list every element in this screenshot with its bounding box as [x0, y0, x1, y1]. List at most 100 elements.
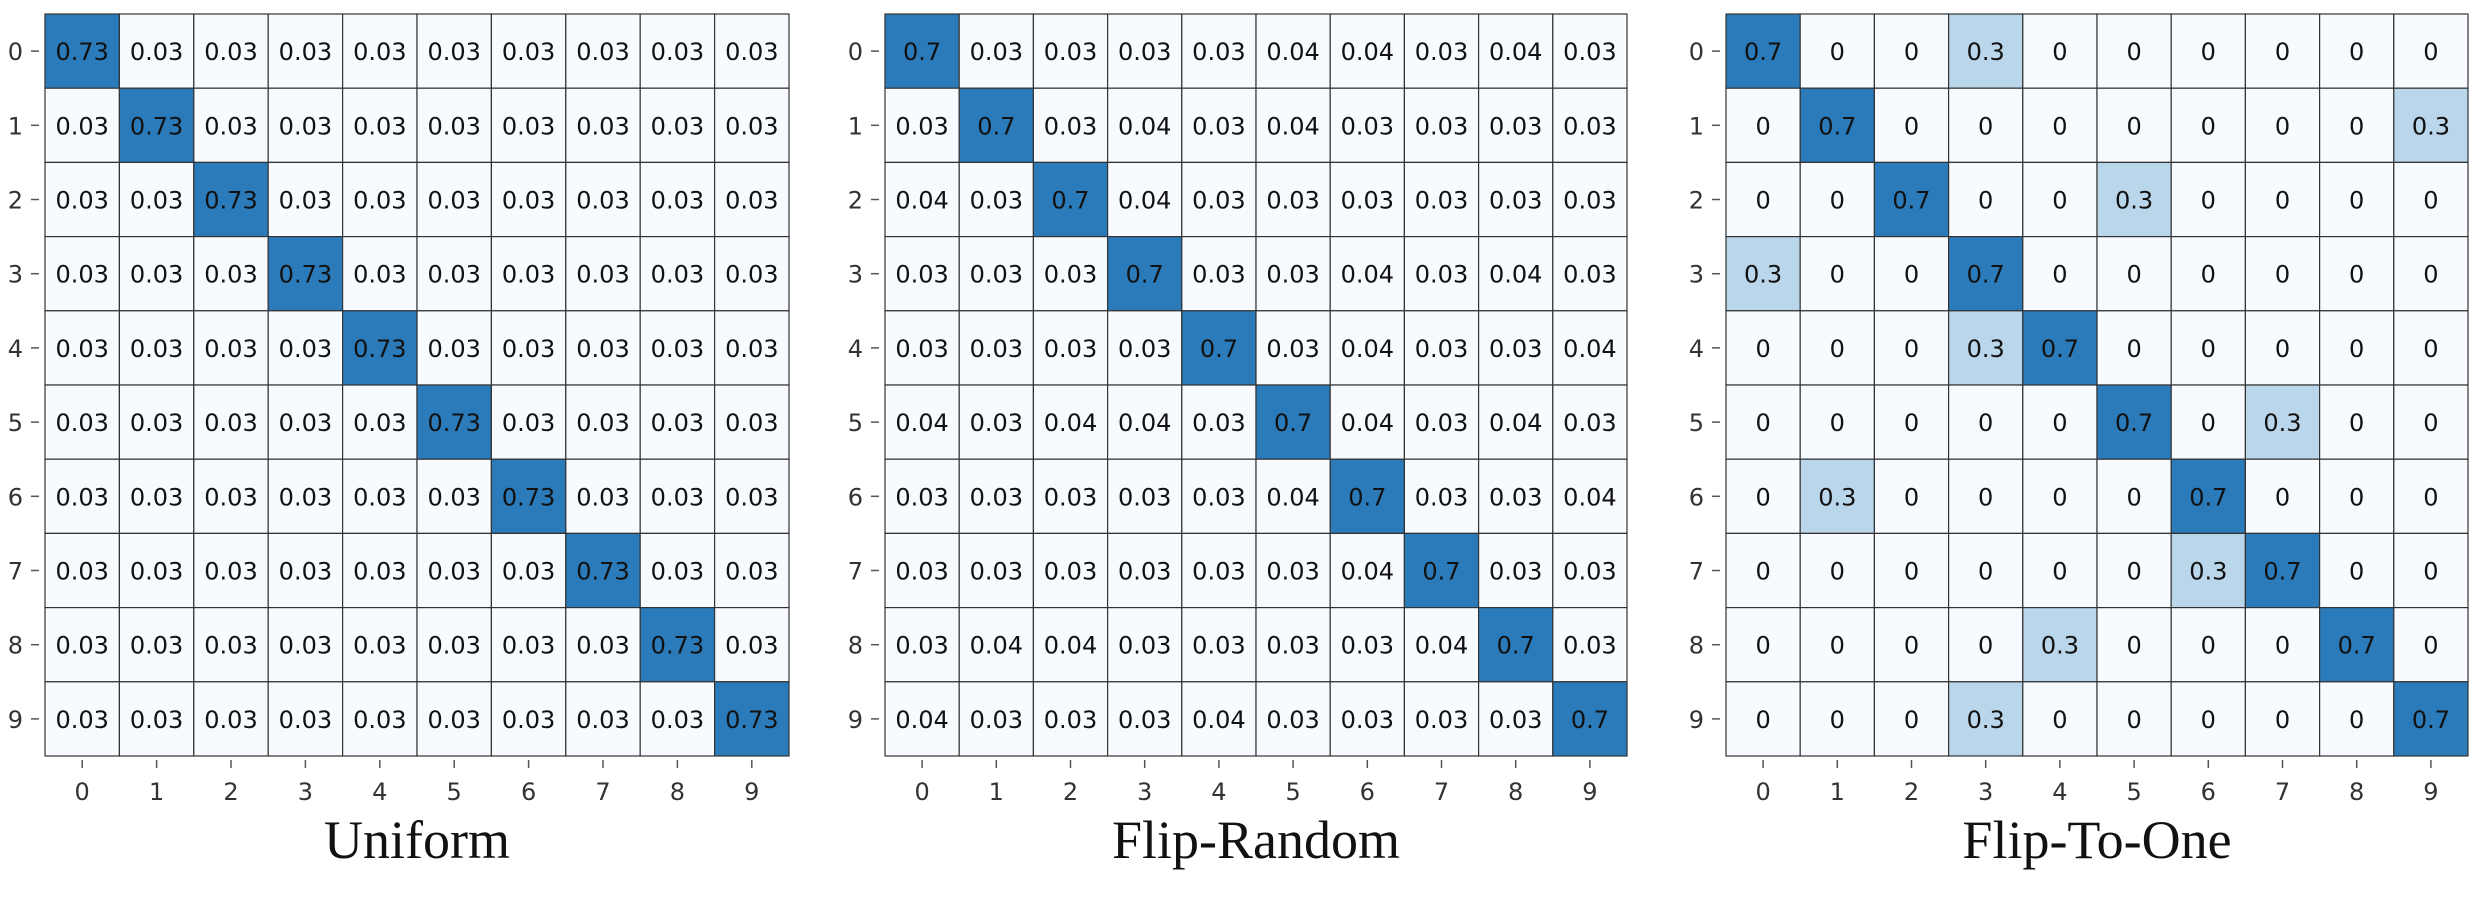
heatmap-cell [416, 87, 493, 163]
cell-value-label: 0.7 [1818, 112, 1856, 140]
x-tick-label: 7 [2275, 778, 2290, 806]
heatmap-cell [1725, 310, 1801, 386]
cell-value-label: 0.3 [1967, 335, 2005, 363]
cell-value-label: 0.7 [2412, 706, 2450, 734]
cell-value-label: 0.03 [1118, 38, 1171, 66]
cell-value-label: 0.03 [1044, 38, 1097, 66]
cell-value-label: 0 [2052, 409, 2067, 437]
cell-value-label: 0.03 [725, 112, 778, 140]
cell-value-label: 0 [1978, 632, 1993, 660]
cell-value-label: 0 [1978, 112, 1993, 140]
cell-value-label: 0.7 [1571, 706, 1609, 734]
cell-value-label: 0.7 [2263, 558, 2301, 586]
cell-value-label: 0.3 [2189, 558, 2227, 586]
cell-value-label: 0 [2201, 706, 2216, 734]
cell-value-label: 0.03 [1118, 483, 1171, 511]
cell-value-label: 0.03 [895, 632, 948, 660]
heatmap-cell [958, 384, 1035, 460]
heatmap-cell [1032, 236, 1109, 312]
heatmap-cell [1477, 161, 1554, 238]
cell-value-label: 0.03 [970, 706, 1023, 734]
cell-value-label: 0.03 [502, 261, 555, 289]
cell-value-label: 0.3 [1744, 261, 1782, 289]
heatmap-cell [1403, 532, 1480, 609]
heatmap-cell [639, 458, 716, 535]
heatmap-cell [1403, 87, 1480, 163]
cell-value-label: 0.03 [353, 112, 406, 140]
heatmap-cell [565, 458, 641, 535]
heatmap-cell [1032, 13, 1109, 89]
heatmap-cell [639, 236, 716, 312]
heatmap-cell [2244, 384, 2321, 460]
cell-value-label: 0.03 [130, 335, 183, 363]
heatmap-cell [490, 458, 567, 535]
cell-value-label: 0.03 [1118, 558, 1171, 586]
heatmap-cell [44, 681, 121, 757]
heatmap-cell [1329, 384, 1405, 460]
cell-value-label: 0.03 [1341, 632, 1394, 660]
cell-value-label: 0.03 [204, 706, 257, 734]
cell-value-label: 0 [2126, 632, 2141, 660]
cell-value-label: 0.03 [725, 409, 778, 437]
cell-value-label: 0.04 [1563, 483, 1616, 511]
cell-value-label: 0.03 [1266, 335, 1319, 363]
x-tick-label: 7 [1434, 778, 1449, 806]
x-tick-label: 9 [2423, 778, 2438, 806]
heatmap-cell [193, 13, 269, 89]
cell-value-label: 0.03 [1044, 261, 1097, 289]
cell-value-label: 0.03 [55, 706, 108, 734]
heatmap-cell [2022, 13, 2098, 89]
cell-value-label: 0.03 [651, 261, 704, 289]
cell-value-label: 0.03 [576, 335, 629, 363]
heatmap-cell [1947, 681, 2024, 757]
cell-value-label: 0.03 [895, 112, 948, 140]
heatmap-cell [44, 384, 121, 460]
heatmap-cell [1255, 384, 1331, 460]
heatmap-cell [1403, 458, 1480, 535]
heatmap-cell [884, 681, 960, 757]
cell-value-label: 0.03 [1192, 632, 1245, 660]
cell-value-label: 0 [2275, 632, 2290, 660]
cell-value-label: 0 [1755, 409, 1770, 437]
cell-value-label: 0.3 [1818, 483, 1856, 511]
cell-value-label: 0 [1830, 409, 1845, 437]
y-tick-label: 5 [1689, 409, 1704, 437]
cell-value-label: 0.03 [1266, 706, 1319, 734]
y-tick-label: 3 [8, 261, 23, 289]
heatmap-cell [1181, 236, 1257, 312]
cell-value-label: 0.7 [2189, 483, 2227, 511]
cell-value-label: 0.03 [1192, 187, 1245, 215]
heatmap-cell [490, 310, 567, 386]
cell-value-label: 0 [2423, 335, 2438, 363]
heatmap-cell [267, 681, 344, 757]
heatmap-cell [490, 532, 567, 609]
y-tick-label: 9 [8, 706, 23, 734]
cell-value-label: 0 [1755, 706, 1770, 734]
heatmap-cell [2319, 606, 2395, 683]
x-tick-label: 0 [75, 778, 90, 806]
y-tick-label: 9 [1689, 706, 1704, 734]
heatmap-cell [2096, 384, 2172, 460]
x-tick-label: 9 [1582, 778, 1597, 806]
y-tick-label: 4 [8, 335, 23, 363]
cell-value-label: 0.03 [279, 187, 332, 215]
cell-value-label: 0 [2201, 112, 2216, 140]
cell-value-label: 0.04 [1489, 38, 1542, 66]
cell-value-label: 0.03 [353, 187, 406, 215]
heatmap-cell [2393, 458, 2469, 535]
heatmap-cell [1552, 236, 1628, 312]
cell-value-label: 0 [1830, 706, 1845, 734]
cell-value-label: 0.03 [427, 632, 480, 660]
cell-value-label: 0.03 [1118, 706, 1171, 734]
cell-value-label: 0.03 [1563, 112, 1616, 140]
cell-value-label: 0.03 [895, 335, 948, 363]
cell-value-label: 0.7 [1744, 38, 1782, 66]
cell-value-label: 0.03 [55, 187, 108, 215]
x-tick-label: 2 [1063, 778, 1078, 806]
cell-value-label: 0 [1904, 261, 1919, 289]
heatmap-cell [1255, 532, 1331, 609]
cell-value-label: 0 [1830, 187, 1845, 215]
cell-value-label: 0.03 [502, 187, 555, 215]
heatmap-cell [1106, 236, 1183, 312]
cell-value-label: 0.03 [970, 558, 1023, 586]
